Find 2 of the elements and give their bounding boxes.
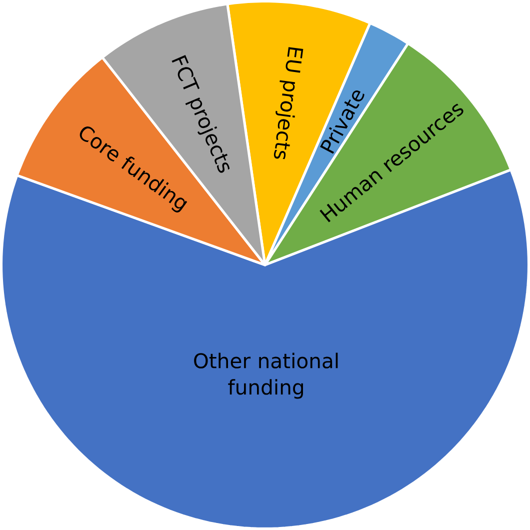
slice-label: EU projects xyxy=(274,47,304,160)
slice-label: Other national funding xyxy=(194,352,338,399)
